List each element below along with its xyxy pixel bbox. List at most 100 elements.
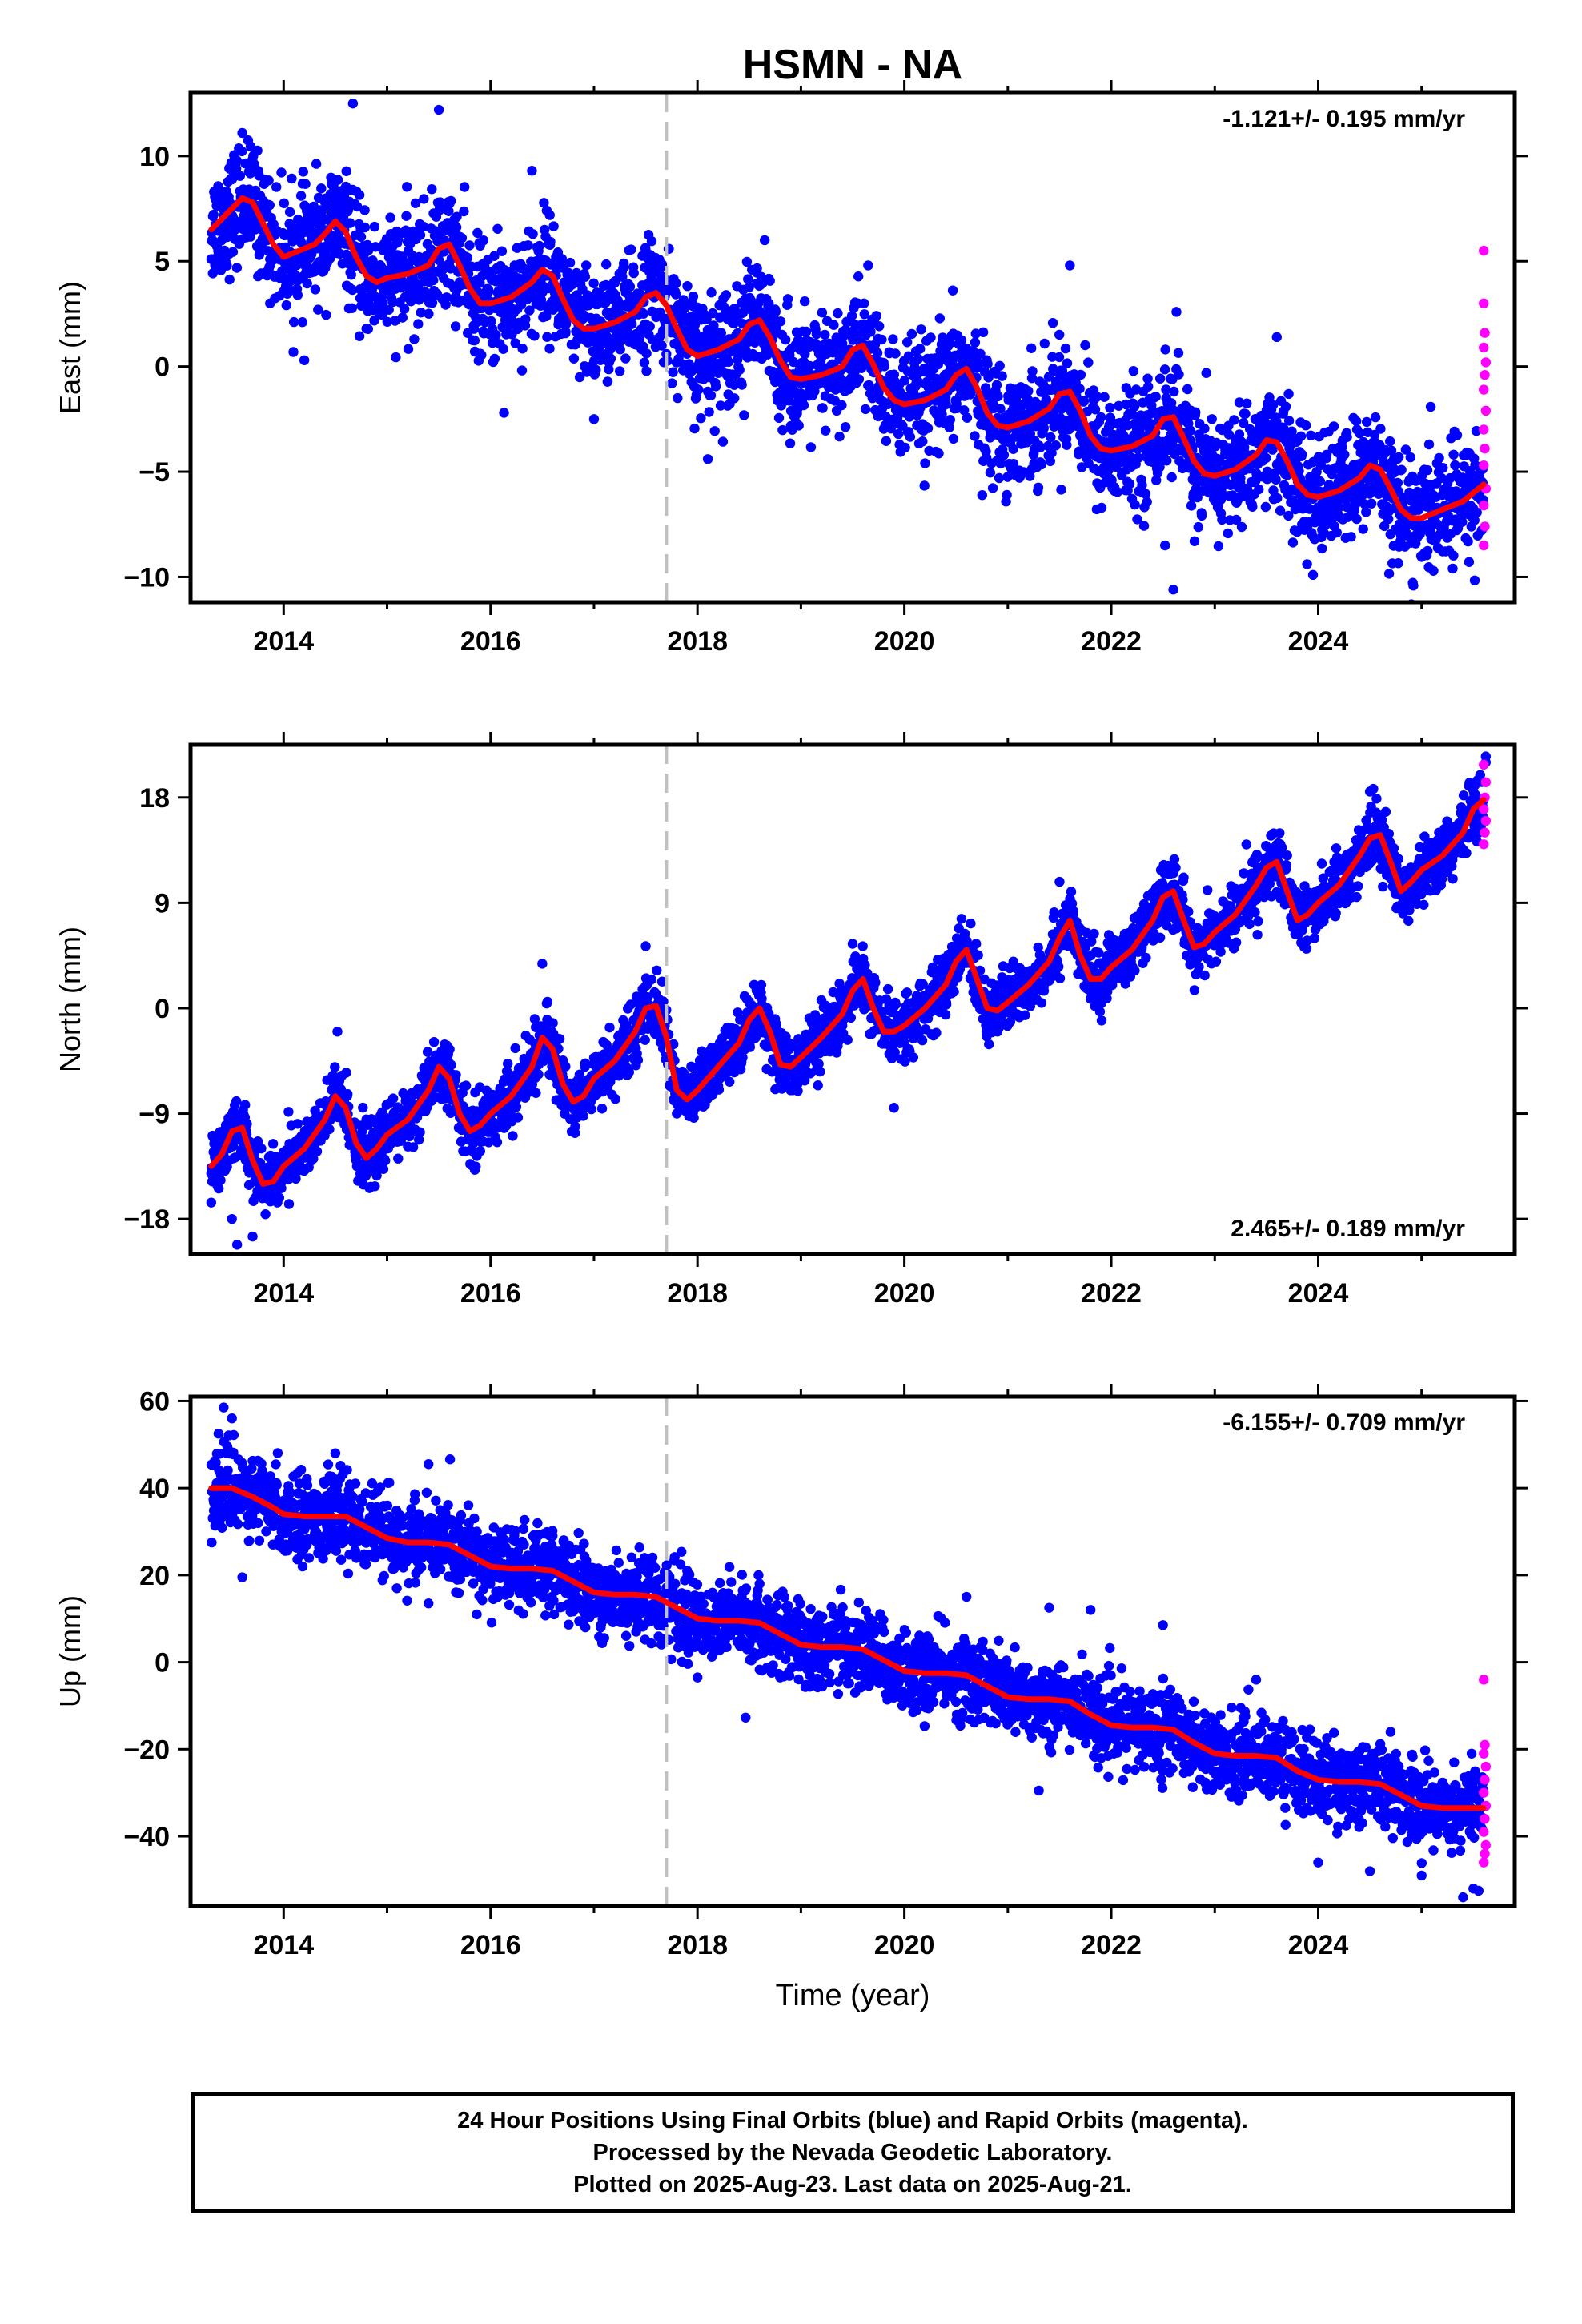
data-point [511, 1101, 522, 1112]
data-point [1036, 459, 1046, 470]
data-point [231, 163, 242, 174]
data-point [715, 312, 725, 323]
data-point [1356, 483, 1367, 493]
data-point [962, 412, 973, 423]
data-point [709, 426, 720, 436]
data-point [1400, 444, 1411, 455]
data-point [399, 304, 410, 314]
data-point [564, 257, 576, 268]
data-point [1062, 440, 1072, 450]
data-point [1272, 493, 1283, 504]
data-point [428, 275, 439, 286]
data-point [345, 218, 355, 228]
outlier-point [527, 166, 537, 176]
data-point [596, 1104, 608, 1114]
data-point [1124, 479, 1135, 489]
data-point [1304, 504, 1315, 514]
data-point [574, 372, 585, 383]
data-point [1096, 412, 1106, 423]
figure-title: HSMN - NA [743, 42, 962, 88]
data-point [283, 1107, 294, 1117]
data-point [644, 321, 655, 332]
data-point [1283, 510, 1294, 521]
data-point [387, 1093, 399, 1104]
data-point [296, 237, 307, 248]
rapid-point [1480, 369, 1490, 380]
data-point [1099, 392, 1110, 402]
data-point [534, 240, 544, 251]
data-point [222, 260, 232, 271]
data-point [652, 965, 662, 976]
data-point [1240, 408, 1251, 419]
x-tick-label: 2018 [667, 626, 728, 657]
data-point [370, 1181, 380, 1192]
data-point [1127, 409, 1138, 420]
data-point [267, 1139, 279, 1149]
data-point [584, 300, 594, 311]
data-point [1060, 343, 1071, 354]
data-point [956, 335, 967, 345]
data-point [1450, 460, 1460, 471]
data-point [1137, 480, 1147, 490]
y-tick-label: −5 [139, 457, 170, 488]
data-point [1054, 352, 1065, 363]
data-point [325, 253, 335, 263]
x-tick-label: 2016 [460, 626, 521, 657]
data-point [1346, 532, 1356, 542]
data-point [978, 327, 989, 337]
y-tick-label: 5 [155, 247, 170, 277]
data-point [1201, 368, 1211, 378]
data-point [1155, 373, 1166, 384]
data-point [817, 403, 828, 413]
east-velocity-label: -1.121+/- 0.195 mm/yr [1223, 106, 1465, 132]
data-point [548, 1018, 558, 1028]
data-point [1351, 513, 1362, 525]
data-point [994, 360, 1005, 371]
data-point [347, 284, 358, 296]
data-point [859, 298, 869, 308]
data-point [1193, 521, 1204, 533]
data-point [905, 432, 916, 442]
data-point [833, 308, 843, 319]
data-point [1423, 439, 1435, 450]
data-point [355, 231, 367, 242]
data-point [591, 364, 601, 375]
data-point [1074, 384, 1085, 394]
data-point [945, 415, 956, 425]
data-point [414, 1134, 424, 1145]
data-point [512, 1112, 524, 1123]
data-point [1046, 432, 1056, 443]
data-point [292, 1119, 303, 1129]
east-rapid-orbit-points [1479, 245, 1492, 551]
data-point [628, 267, 639, 279]
x-tick-label: 2022 [1081, 626, 1142, 657]
data-point [615, 366, 625, 376]
data-point [378, 1164, 389, 1175]
data-point [580, 271, 590, 282]
data-point [416, 308, 426, 318]
outlier-point [863, 260, 873, 271]
data-point [1207, 414, 1217, 424]
data-point [821, 425, 831, 436]
data-point [1247, 501, 1258, 512]
data-point [624, 281, 636, 292]
data-point [1236, 521, 1247, 533]
data-point [937, 409, 947, 420]
data-point [840, 422, 851, 432]
data-point [646, 974, 656, 985]
data-point [215, 1175, 226, 1186]
data-point [369, 221, 380, 232]
data-point [1405, 452, 1416, 463]
data-point [1231, 514, 1242, 525]
data-point [899, 376, 910, 386]
data-point [1268, 400, 1279, 410]
data-point [656, 259, 668, 270]
data-point [805, 442, 817, 452]
data-point [709, 320, 719, 331]
data-point [689, 423, 700, 434]
data-point [402, 182, 412, 192]
data-point [729, 393, 740, 404]
data-point [706, 287, 717, 298]
data-point [1317, 543, 1327, 554]
data-point [1283, 416, 1295, 426]
